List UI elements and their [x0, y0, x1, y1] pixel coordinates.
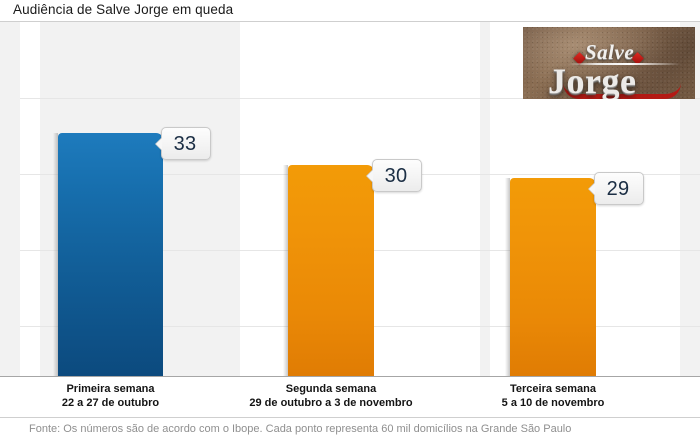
- axis-baseline: [0, 376, 700, 377]
- value-label: 29: [606, 177, 630, 200]
- value-label: 33: [173, 132, 197, 155]
- category-title: Segunda semana: [285, 383, 377, 395]
- chart-plot-area: 33 30 29: [0, 22, 700, 376]
- category-subtitle: 29 de outubro a 3 de novembro: [249, 397, 413, 409]
- logo-divider: [569, 63, 681, 65]
- bar-fill: [288, 165, 374, 376]
- category-label-primeira-semana: Primeira semana 22 a 27 de outubro: [20, 382, 201, 410]
- category-label-segunda-semana: Segunda semana 29 de outubro a 3 de nove…: [240, 382, 422, 410]
- chart-footer: Fonte: Os números são de acordo com o Ib…: [0, 418, 700, 443]
- logo-text-salve: Salve: [585, 40, 635, 64]
- value-callout-segunda-semana: 30: [366, 159, 422, 192]
- chart-header: Audiência de Salve Jorge em queda: [0, 0, 700, 21]
- plot-band-5: [480, 22, 490, 376]
- header-divider: [0, 21, 700, 22]
- bar-fill: [58, 133, 163, 376]
- plot-band-1: [0, 22, 20, 376]
- category-title: Terceira semana: [509, 383, 597, 395]
- gridline-1: [20, 98, 700, 99]
- category-subtitle: 22 a 27 de outubro: [61, 397, 160, 409]
- plot-band-7: [680, 22, 700, 376]
- value-callout-terceira-semana: 29: [588, 172, 644, 205]
- category-title: Primeira semana: [66, 383, 155, 395]
- source-note: Fonte: Os números são de acordo com o Ib…: [29, 423, 572, 435]
- plot-band-2: [20, 22, 40, 376]
- bar-primeira-semana[interactable]: [53, 133, 163, 376]
- salve-jorge-logo-image: Salve Jorge: [523, 27, 695, 99]
- bar-fill: [510, 178, 596, 376]
- footer-divider: [0, 417, 700, 418]
- bar-segunda-semana[interactable]: [283, 165, 374, 376]
- value-label: 30: [384, 164, 408, 187]
- category-subtitle: 5 a 10 de novembro: [501, 397, 605, 409]
- value-callout-primeira-semana: 33: [155, 127, 211, 160]
- bar-shadow: [505, 178, 510, 376]
- logo-text-jorge: Jorge: [548, 61, 637, 99]
- bar-terceira-semana[interactable]: [505, 178, 596, 376]
- bar-shadow: [53, 133, 58, 376]
- logo-red-swoosh-icon: [563, 83, 681, 99]
- bar-shadow: [283, 165, 288, 376]
- page-title: Audiência de Salve Jorge em queda: [13, 2, 234, 17]
- category-label-terceira-semana: Terceira semana 5 a 10 de novembro: [462, 382, 644, 410]
